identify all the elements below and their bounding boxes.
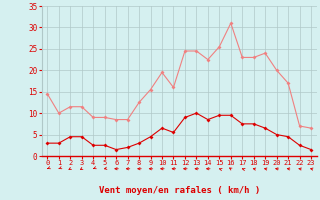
Text: Vent moyen/en rafales ( km/h ): Vent moyen/en rafales ( km/h ) — [99, 186, 260, 195]
